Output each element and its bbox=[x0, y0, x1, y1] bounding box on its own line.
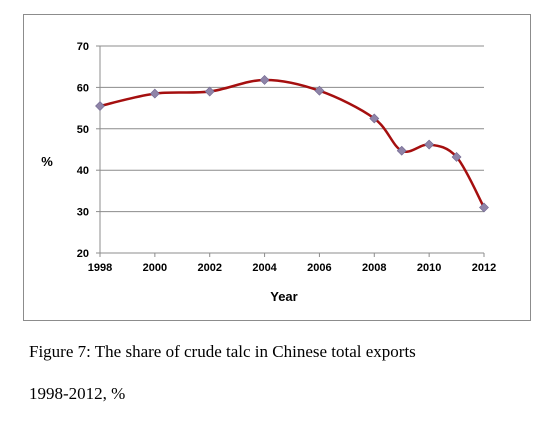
figure-caption-line2: 1998-2012, % bbox=[29, 384, 126, 403]
y-tick-label-50: 50 bbox=[77, 124, 89, 136]
y-tick-labels: 20 30 40 50 60 70 bbox=[77, 41, 89, 260]
data-point-2011 bbox=[451, 152, 462, 162]
data-point-2012 bbox=[479, 202, 489, 213]
x-tick-label-2010: 2010 bbox=[417, 262, 441, 274]
axes bbox=[96, 45, 485, 257]
figure-caption-line1: Figure 7: The share of crude talc in Chi… bbox=[29, 342, 416, 361]
data-point-2008 bbox=[369, 113, 380, 124]
x-axis-title: Year bbox=[270, 289, 297, 304]
y-axis-title: % bbox=[41, 154, 53, 169]
x-tick-label-2004: 2004 bbox=[252, 262, 277, 274]
y-tick-label-70: 70 bbox=[77, 41, 89, 53]
data-point-2010 bbox=[424, 139, 435, 150]
x-tick-label-2012: 2012 bbox=[472, 262, 496, 274]
data-point-2002 bbox=[204, 86, 215, 97]
y-tick-label-60: 60 bbox=[77, 82, 89, 94]
x-tick-label-2008: 2008 bbox=[362, 262, 386, 274]
x-tick-label-2000: 2000 bbox=[143, 262, 167, 274]
data-point-1998 bbox=[95, 101, 105, 111]
chart-frame bbox=[23, 14, 531, 321]
grid-lines bbox=[100, 45, 484, 213]
y-tick-label-20: 20 bbox=[77, 248, 89, 260]
x-tick-label-2002: 2002 bbox=[197, 262, 221, 274]
x-tick-labels: 1998 2000 2002 2004 2006 2008 2010 2012 bbox=[88, 262, 496, 274]
x-tick-label-1998: 1998 bbox=[88, 262, 112, 274]
data-markers bbox=[95, 75, 489, 213]
line-chart: 20 30 40 50 60 70 1998 2000 2002 2004 2006 2008 201… bbox=[41, 41, 496, 304]
series-line bbox=[99, 78, 486, 209]
data-point-2009 bbox=[396, 145, 407, 156]
data-point-2006 bbox=[314, 85, 325, 96]
data-point-2004 bbox=[259, 75, 270, 85]
data-point-2000 bbox=[149, 88, 160, 99]
x-tick-label-2006: 2006 bbox=[307, 262, 331, 274]
y-tick-label-30: 30 bbox=[77, 207, 89, 219]
y-tick-label-40: 40 bbox=[77, 165, 89, 177]
